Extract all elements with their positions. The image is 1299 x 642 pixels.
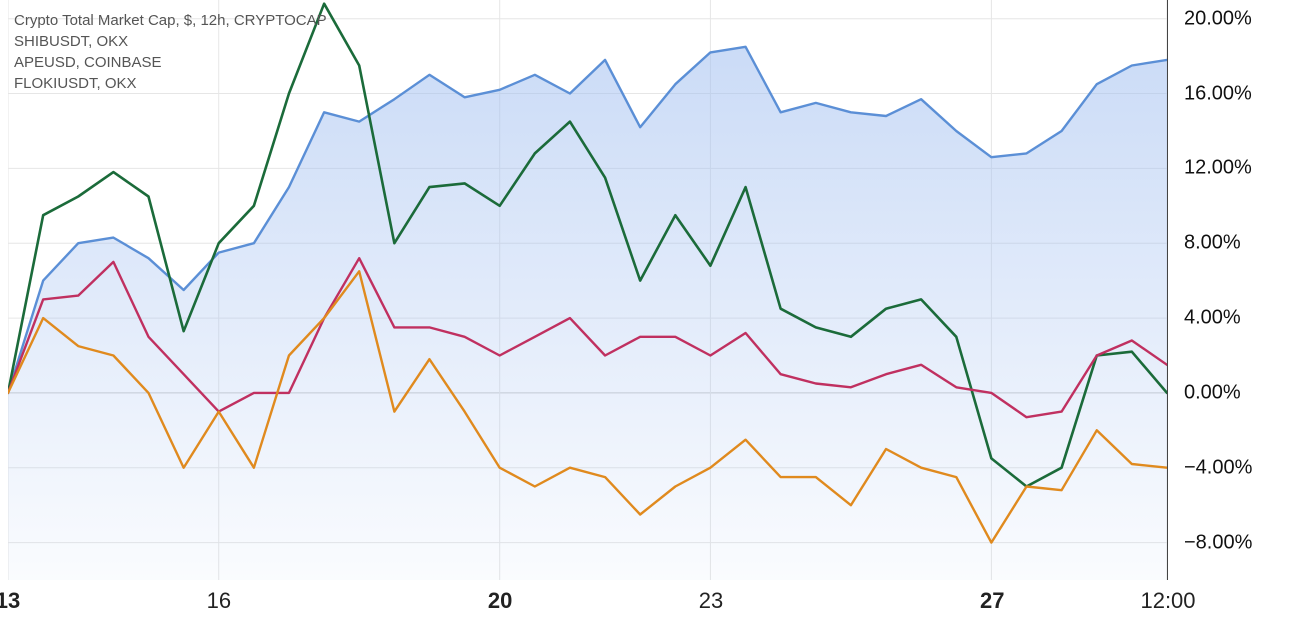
y-tick-label: 0.00% [1184,381,1241,404]
y-axis: −8.00% −4.00% 0.00% 4.00% 8.00% 12.00% 16.00% 2… [1172,0,1297,580]
y-tick-label: −4.00% [1184,456,1252,479]
x-axis: 131620232712:00 [8,588,1168,628]
x-tick-label: 16 [207,588,231,614]
x-tick-label: 27 [980,588,1004,614]
y-tick-label: 20.00% [1184,7,1252,30]
legend-line: FLOKIUSDT, OKX [14,73,327,94]
crypto-comparison-chart: Crypto Total Market Cap, $, 12h, CRYPTOC… [0,0,1299,642]
legend-line: APEUSD, COINBASE [14,52,327,73]
y-tick-label: 8.00% [1184,232,1241,255]
x-tick-label: 20 [488,588,512,614]
x-tick-label: 13 [0,588,20,614]
x-tick-label: 12:00 [1140,588,1195,614]
x-tick-label: 23 [699,588,723,614]
legend: Crypto Total Market Cap, $, 12h, CRYPTOC… [14,10,327,94]
y-tick-label: 16.00% [1184,82,1252,105]
y-tick-label: 4.00% [1184,307,1241,330]
series-area-cryptocap [8,47,1167,580]
y-tick-label: 12.00% [1184,157,1252,180]
legend-line: SHIBUSDT, OKX [14,31,327,52]
legend-line: Crypto Total Market Cap, $, 12h, CRYPTOC… [14,10,327,31]
y-tick-label: −8.00% [1184,531,1252,554]
